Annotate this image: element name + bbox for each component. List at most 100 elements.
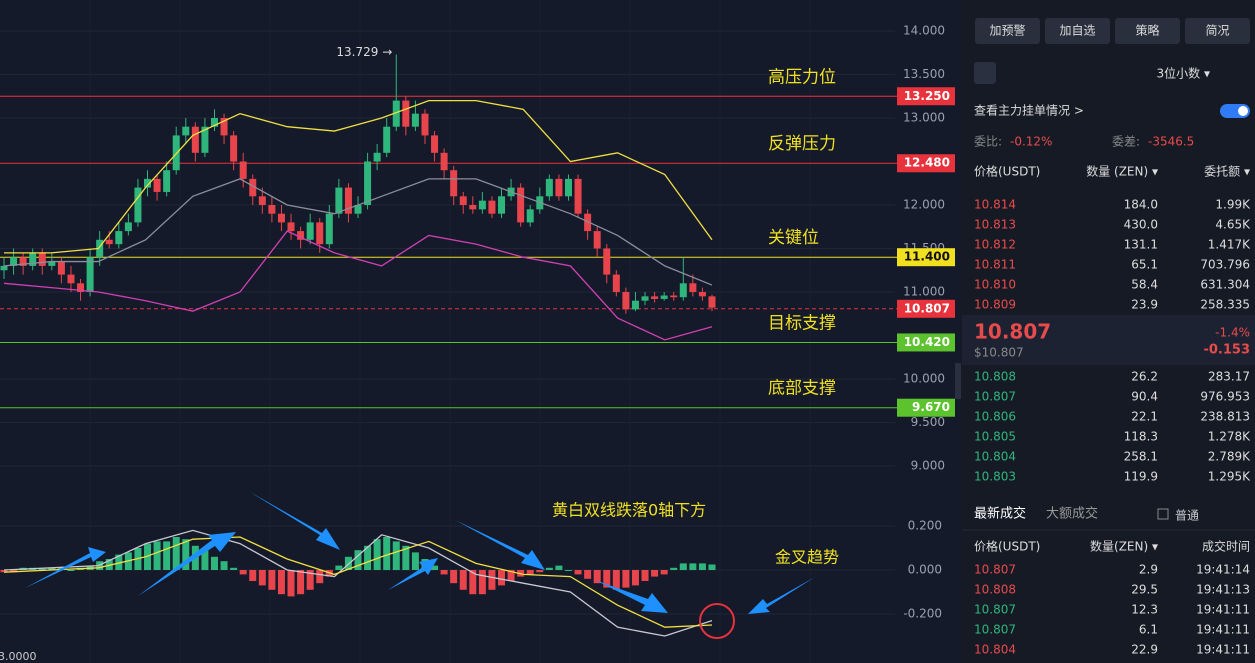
macd-bar (182, 539, 190, 570)
candle-body (431, 135, 439, 153)
panel-text: 1.278K (1208, 430, 1251, 444)
panel-text: 22.9 (1131, 643, 1158, 657)
panel-text: 10.809 (974, 298, 1016, 312)
macd-line (3, 536, 713, 628)
panel-text: 最新成交 (974, 506, 1026, 522)
y-tick-label: 13.500 (903, 67, 945, 81)
candle-body (29, 252, 37, 266)
button[interactable] (975, 18, 1040, 44)
macd-bar (689, 563, 697, 570)
macd-bar (708, 564, 716, 570)
panel-text: 1.99K (1215, 198, 1251, 212)
panel-text: 19:41:13 (1196, 583, 1250, 597)
note: 黄白双线跌落0轴下方 (552, 501, 706, 520)
candle-body (440, 152, 448, 171)
price-tag (897, 333, 955, 352)
candle-body (555, 178, 563, 197)
tab-icon[interactable] (974, 62, 996, 84)
panel-text: 65.1 (1131, 258, 1158, 272)
level-name: 目标支撑 (768, 313, 836, 333)
macd-bar (364, 545, 372, 570)
macd-bar (564, 570, 572, 571)
panel-text: 10.810 (974, 278, 1016, 292)
candle-body (651, 296, 659, 299)
candle-body (86, 257, 94, 292)
macd-bar (526, 570, 534, 575)
panel-text: 703.796 (1200, 258, 1250, 272)
panel-text: -1.4% (1215, 326, 1250, 340)
macd-bar (163, 541, 171, 570)
candle-body (689, 283, 697, 292)
candle-body (48, 261, 56, 266)
macd-bar (536, 570, 544, 573)
band-line (3, 178, 713, 286)
candle-body (57, 261, 65, 275)
button-label: 加自选 (1059, 24, 1095, 38)
panel-text: 12.3 (1131, 603, 1158, 617)
price-tag-label: 10.807 (904, 301, 950, 315)
candle-body (478, 200, 486, 210)
macd-bar (478, 570, 486, 595)
panel-text: 10.807 (974, 603, 1016, 617)
candle-body (622, 292, 630, 310)
candle-body (564, 178, 572, 197)
macd-bar (297, 570, 305, 595)
collapse-handle[interactable] (955, 363, 961, 399)
panel-text: 10.805 (974, 430, 1016, 444)
price-tag (897, 299, 955, 318)
panel-text: 184.0 (1124, 198, 1158, 212)
panel-text: -3546.5 (1148, 135, 1194, 149)
macd-bar (306, 570, 314, 590)
candle-body (325, 213, 333, 245)
candle-body (679, 283, 687, 298)
candle-body (631, 300, 639, 310)
candle-body (421, 113, 429, 136)
macd-bar (574, 570, 582, 575)
macd-bar (631, 570, 639, 586)
macd-bar (210, 556, 218, 570)
button[interactable] (1185, 18, 1250, 44)
arrow (250, 492, 340, 550)
panel-text: 10.804 (974, 643, 1016, 657)
panel-text: 23.9 (1131, 298, 1158, 312)
candle-body (96, 239, 104, 258)
panel-text: 10.808 (974, 370, 1016, 384)
macd-bar (498, 570, 506, 586)
macd-bar (10, 570, 18, 573)
panel-text: 查看主力挂单情况 > (974, 104, 1084, 118)
macd-bar (249, 570, 257, 581)
candle-body (153, 178, 161, 192)
candle-body (67, 274, 75, 284)
candle-body (526, 209, 534, 223)
button[interactable] (1115, 18, 1180, 44)
candle-body (38, 252, 46, 266)
panel-text: 10.806 (974, 410, 1016, 424)
panel-text: 价格(USDT) (974, 539, 1040, 554)
checkbox[interactable] (1157, 508, 1169, 520)
macd-bar (335, 565, 343, 570)
macd-bar (230, 567, 238, 570)
panel-text: 238.813 (1200, 410, 1250, 424)
candle-body (239, 161, 247, 179)
panel-text: 10.804 (974, 450, 1016, 464)
panel-text: 10.811 (974, 258, 1016, 272)
candle-body (593, 231, 601, 249)
panel-text: 90.4 (1131, 390, 1158, 404)
macd-bar (144, 543, 152, 570)
candle-body (258, 196, 266, 205)
candle-body (708, 296, 716, 308)
macd-bar (38, 568, 46, 570)
arrow (455, 520, 545, 570)
candle-body (201, 126, 209, 153)
candle-body (230, 135, 238, 162)
candle-body (182, 126, 190, 136)
button[interactable] (1045, 18, 1110, 44)
macd-line (3, 529, 713, 637)
candle-body (77, 283, 85, 292)
macd-bar (507, 570, 515, 581)
macd-bar (679, 563, 687, 570)
panel-text: 29.5 (1131, 583, 1158, 597)
arrow (388, 558, 438, 590)
panel-text: 价格(USDT) (974, 164, 1040, 179)
